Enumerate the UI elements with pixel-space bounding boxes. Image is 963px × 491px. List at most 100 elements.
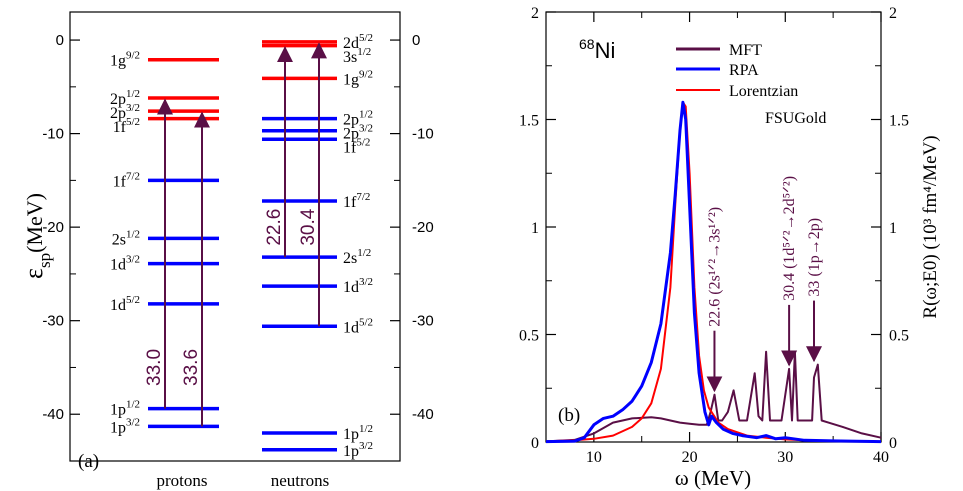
panel-a-frame: [69, 11, 401, 462]
neutrons-level-label: 1p3/2: [343, 440, 373, 460]
orbital-j: 1/2: [126, 399, 140, 411]
left-tick-label: 0: [56, 32, 64, 49]
panel-b-ticks: 10 20 30 400 00.5 0.51 11.5 1.52 2: [519, 5, 909, 466]
orbital-j: 5/2: [126, 116, 140, 128]
protons-level-label: 1f7/2: [113, 170, 140, 190]
y-left-tick-label: 1: [531, 220, 539, 237]
orbital-name: 1d: [343, 279, 359, 296]
x-tick-label: 10: [586, 449, 602, 466]
orbital-name: 1g: [110, 53, 126, 70]
orbital-name: 1d: [110, 257, 126, 274]
peak-annotation: 22.6 (2s¹ᐟ²→3s¹ᐟ²): [706, 207, 723, 327]
nucleus-mass-number: 68: [579, 36, 595, 52]
panel-a-ticks: 0 0 -10 -10 -20 -20 -30 -30 -40 -40: [42, 32, 434, 462]
orbital-j: 3/2: [359, 440, 373, 452]
legend: MFT RPA Lorentzian: [676, 42, 798, 100]
orbital-j: 5/2: [356, 137, 370, 149]
panel-a-levels: [148, 40, 337, 452]
legend-label-rpa: RPA: [729, 62, 759, 79]
left-tick-label: -30: [42, 313, 64, 330]
orbital-j: 5/2: [359, 316, 373, 328]
orbital-name: 1f: [343, 140, 357, 157]
protons-level-label: 2p1/2: [110, 88, 140, 108]
panel-b-x-axis-label: ω (MeV): [675, 466, 751, 490]
neutrons-level-label: 3s1/2: [343, 46, 371, 66]
panel-b-label: (b): [558, 405, 580, 426]
orbital-name: 1f: [113, 119, 127, 136]
transition-energy-label: 33.0: [144, 349, 165, 386]
protons-level-label: 1p1/2: [110, 399, 140, 419]
protons-level-label: 1f5/2: [113, 116, 140, 136]
series-rpa-line: [545, 100, 882, 444]
panel-b-annotations: 22.6 (2s¹ᐟ²→3s¹ᐟ²) 30.4 (1d⁵ᐟ²→2d⁵ᐟ²) 33 (…: [706, 176, 823, 393]
orbital-j: 1/2: [359, 423, 373, 435]
left-tick-label: -20: [42, 219, 64, 236]
y-left-tick-label: 0.5: [519, 328, 539, 345]
transition-energy-label: 30.4: [298, 208, 319, 245]
neutrons-level-label: 1d5/2: [343, 316, 373, 336]
panel-a-label: (a): [78, 451, 99, 472]
legend-label-mft: MFT: [729, 42, 762, 59]
right-tick-label: -10: [412, 126, 434, 143]
panel-a-transition-arrows: 33.0 33.6 22.6 30.4: [144, 42, 327, 427]
right-tick-label: -30: [412, 313, 434, 330]
protons-level-label: 1p3/2: [110, 416, 140, 436]
orbital-name: 1p: [343, 426, 359, 443]
orbital-j: 1/2: [126, 88, 140, 100]
left-tick-label: -40: [42, 406, 64, 423]
neutrons-level-label: 1g9/2: [343, 68, 373, 88]
orbital-j: 3/2: [126, 416, 140, 428]
protons-level-label: 1d5/2: [110, 294, 140, 314]
orbital-j: 5/2: [359, 32, 373, 44]
orbital-j: 9/2: [126, 50, 140, 62]
protons-level-label: 2s1/2: [112, 228, 140, 248]
orbital-j: 3/2: [359, 123, 373, 135]
neutrons-level-label: 1f5/2: [343, 137, 370, 157]
panel-a-level-labels: 1g9/22p1/22p3/21f5/21f7/22s1/21d3/21d5/2…: [110, 32, 373, 460]
orbital-name: 2p: [110, 105, 126, 122]
transition-energy-label: 33.6: [181, 349, 202, 386]
orbital-name: 2p: [343, 126, 359, 143]
neutrons-level-label: 1p1/2: [343, 423, 373, 443]
orbital-name: 1d: [343, 319, 359, 336]
y-right-tick-label: 2: [889, 5, 897, 22]
orbital-j: 1/2: [357, 46, 371, 58]
orbital-name: 1f: [113, 173, 127, 190]
y-right-tick-label: 1.5: [889, 113, 909, 130]
ylabel-subscript: sp: [35, 253, 54, 268]
orbital-j: 3/2: [126, 102, 140, 114]
neutrons-level-label: 2d5/2: [343, 32, 373, 52]
orbital-name: 1p: [343, 443, 359, 460]
orbital-j: 7/2: [356, 191, 370, 203]
neutrons-level-label: 2p3/2: [343, 123, 373, 143]
orbital-name: 1d: [110, 297, 126, 314]
peak-annotation: 33 (1p→2p): [806, 218, 823, 297]
legend-label-lorentzian: Lorentzian: [729, 83, 798, 100]
ylabel-unit: (MeV): [22, 193, 47, 253]
neutrons-level-label: 1f7/2: [343, 191, 370, 211]
orbital-name: 3s: [343, 49, 357, 66]
right-tick-label: 0: [412, 32, 420, 49]
x-tick-label: 40: [873, 449, 889, 466]
protons-level-label: 2p3/2: [110, 102, 140, 122]
orbital-j: 1/2: [126, 228, 140, 240]
neutrons-column-label: neutrons: [271, 471, 330, 490]
svg-text:εsp(MeV): εsp(MeV): [19, 193, 54, 279]
orbital-name: 2d: [343, 35, 359, 52]
ylabel-epsilon: ε: [19, 268, 48, 279]
neutrons-level-label: 2s1/2: [343, 247, 371, 267]
neutrons-level-label: 2p1/2: [343, 109, 373, 129]
orbital-j: 9/2: [359, 68, 373, 80]
panel-a-y-axis-label: εsp(MeV): [19, 193, 54, 279]
orbital-name: 2s: [343, 250, 357, 267]
panel-b-left-y-axis-label: R(ω;E0) (10³ fm⁴/MeV): [920, 135, 941, 318]
orbital-name: 1p: [110, 402, 126, 419]
right-tick-label: -20: [412, 219, 434, 236]
orbital-name: 2p: [343, 112, 359, 129]
y-left-tick-label: 0: [531, 435, 539, 452]
orbital-j: 3/2: [359, 276, 373, 288]
series-mft-line: [545, 350, 882, 443]
left-tick-label: -10: [42, 126, 64, 143]
orbital-j: 1/2: [359, 109, 373, 121]
